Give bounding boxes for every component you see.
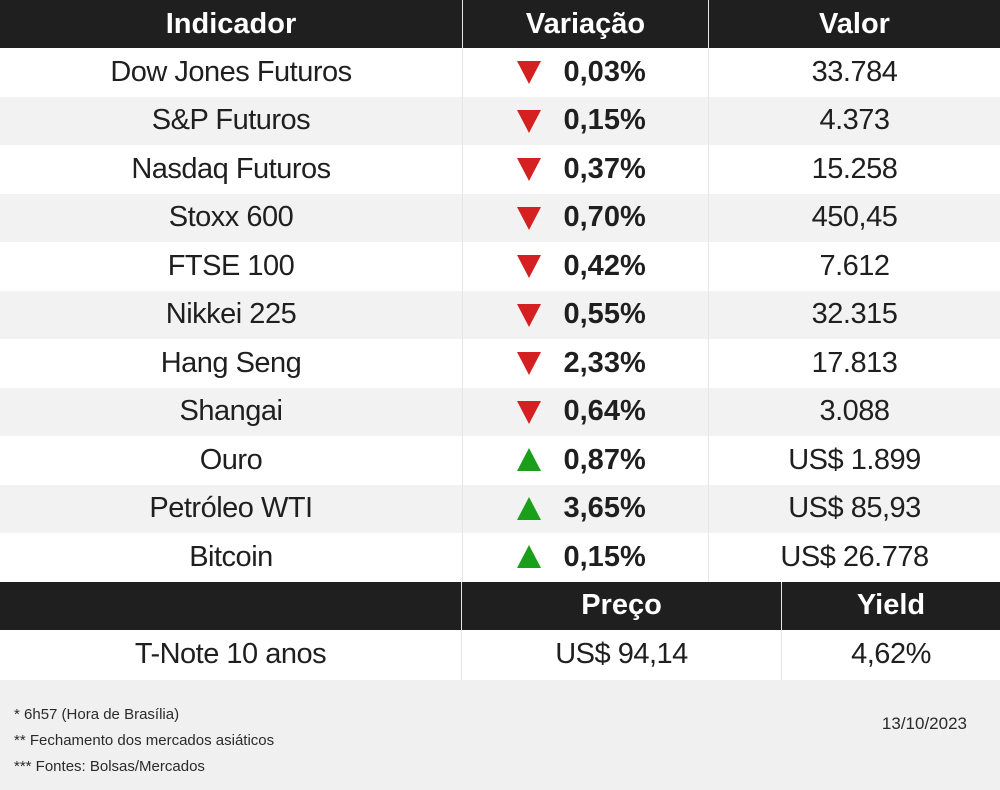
table-row: Ouro 0,87% US$ 1.899 xyxy=(0,436,1000,485)
treasury-price: US$ 94,14 xyxy=(461,629,781,680)
table-header: Indicador Variação Valor xyxy=(0,0,1000,48)
triangle-down-icon xyxy=(516,303,541,327)
variation-wrap: 0,37% xyxy=(516,153,656,186)
table-row: Hang Seng 2,33% 17.813 xyxy=(0,339,1000,388)
table-row: Nasdaq Futuros 0,37% 15.258 xyxy=(0,145,1000,194)
variation-wrap: 0,70% xyxy=(516,201,656,234)
indicator-variation: 0,03% xyxy=(462,48,708,97)
variation-percent: 0,70% xyxy=(563,201,646,234)
variation-percent: 0,03% xyxy=(563,55,646,88)
triangle-down-icon xyxy=(516,158,541,182)
indicator-variation: 3,65% xyxy=(462,484,708,533)
indicator-variation: 2,33% xyxy=(462,339,708,388)
date: 13/10/2023 xyxy=(881,714,967,733)
triangle-up-icon xyxy=(516,545,541,569)
indicator-value: US$ 26.778 xyxy=(708,533,1000,582)
variation-percent: 0,55% xyxy=(563,298,646,331)
indicator-name: Stoxx 600 xyxy=(168,201,294,234)
indicator-value: 3.088 xyxy=(708,387,1000,436)
triangle-down-icon xyxy=(516,400,541,424)
indicator-rows: Dow Jones Futuros 0,03% 33.784 S&P Futuros 0… xyxy=(0,48,1000,582)
indicator-value: 33.784 xyxy=(708,48,1000,97)
header-variation: Variação xyxy=(462,0,708,48)
triangle-down-icon xyxy=(516,352,541,376)
table-row: FTSE 100 0,42% 7.612 xyxy=(0,242,1000,291)
indicator-value: US$ 1.899 xyxy=(708,436,1000,485)
treasury-header-blank xyxy=(0,582,461,630)
variation-percent: 0,15% xyxy=(563,540,646,573)
variation-percent: 0,42% xyxy=(563,249,646,282)
table-row: Stoxx 600 0,70% 450,45 xyxy=(0,193,1000,242)
header-value: Valor xyxy=(708,0,1000,48)
variation-wrap: 0,15% xyxy=(516,541,656,574)
indicator-value: 32.315 xyxy=(708,290,1000,339)
indicator-variation: 0,37% xyxy=(462,145,708,194)
variation-wrap: 0,15% xyxy=(516,104,656,137)
table-row: Dow Jones Futuros 0,03% 33.784 xyxy=(0,48,1000,97)
indicator-value: 4.373 xyxy=(708,96,1000,145)
footnote: *** Fontes: Bolsas/Mercados xyxy=(14,758,205,775)
indicator-value: 7.612 xyxy=(708,242,1000,291)
header-yield: Yield xyxy=(781,581,1000,630)
indicator-variation: 0,64% xyxy=(462,387,708,436)
indicator-name: FTSE 100 xyxy=(167,249,295,282)
triangle-down-icon xyxy=(516,61,541,85)
indicator-value: 15.258 xyxy=(708,145,1000,194)
indicator-value: 450,45 xyxy=(708,193,1000,242)
triangle-down-icon xyxy=(516,109,541,133)
variation-wrap: 0,87% xyxy=(516,444,656,477)
treasury-name: T-Note 10 anos xyxy=(134,638,327,670)
table-row: Petróleo WTI 3,65% US$ 85,93 xyxy=(0,484,1000,533)
variation-wrap: 2,33% xyxy=(516,347,656,380)
footer: * 6h57 (Hora de Brasília) ** Fechamento … xyxy=(0,680,1000,790)
indicator-variation: 0,42% xyxy=(462,242,708,291)
indicator-name: Petróleo WTI xyxy=(149,492,313,525)
variation-wrap: 0,55% xyxy=(516,298,656,331)
indicator-variation: 0,15% xyxy=(462,96,708,145)
indicator-variation: 0,87% xyxy=(462,436,708,485)
indicator-name: Ouro xyxy=(199,443,263,476)
triangle-down-icon xyxy=(516,255,541,279)
variation-percent: 3,65% xyxy=(563,492,646,525)
triangle-down-icon xyxy=(516,206,541,230)
footnotes: * 6h57 (Hora de Brasília) ** Fechamento … xyxy=(14,702,274,780)
indicator-name: S&P Futuros xyxy=(151,104,311,137)
table-row: Bitcoin 0,15% US$ 26.778 xyxy=(0,533,1000,582)
treasury-yield: 4,62% xyxy=(781,629,1000,680)
table-row: S&P Futuros 0,15% 4.373 xyxy=(0,96,1000,145)
table-row: Shangai 0,64% 3.088 xyxy=(0,387,1000,436)
variation-percent: 0,15% xyxy=(563,104,646,137)
indicator-name: Shangai xyxy=(179,395,283,428)
header-price: Preço xyxy=(461,581,781,630)
indicator-name: Nikkei 225 xyxy=(165,298,297,331)
header-indicator: Indicador xyxy=(165,7,297,40)
indicator-name: Bitcoin xyxy=(189,540,273,573)
indicator-variation: 0,55% xyxy=(462,290,708,339)
variation-percent: 2,33% xyxy=(563,346,646,379)
triangle-up-icon xyxy=(516,496,541,520)
table-row: Nikkei 225 0,55% 32.315 xyxy=(0,290,1000,339)
variation-percent: 0,87% xyxy=(563,443,646,476)
treasury-header: Preço Yield xyxy=(0,581,1000,630)
treasury-row: T-Note 10 anos US$ 94,14 4,62% xyxy=(0,629,1000,680)
footnote: * 6h57 (Hora de Brasília) xyxy=(14,706,180,723)
footnote: ** Fechamento dos mercados asiáticos xyxy=(14,732,275,749)
indicator-value: US$ 85,93 xyxy=(708,484,1000,533)
variation-wrap: 3,65% xyxy=(516,492,656,525)
variation-wrap: 0,42% xyxy=(516,250,656,283)
variation-percent: 0,64% xyxy=(563,395,646,428)
indicator-variation: 0,15% xyxy=(462,533,708,582)
market-indicators-table: Indicador Variação Valor Dow Jones Futur… xyxy=(0,0,1000,680)
variation-wrap: 0,03% xyxy=(516,56,656,89)
variation-wrap: 0,64% xyxy=(516,395,656,428)
indicator-name: Dow Jones Futuros xyxy=(110,55,352,88)
indicator-variation: 0,70% xyxy=(462,193,708,242)
variation-percent: 0,37% xyxy=(563,152,646,185)
indicator-name: Hang Seng xyxy=(160,346,302,379)
triangle-up-icon xyxy=(516,448,541,472)
indicator-value: 17.813 xyxy=(708,339,1000,388)
indicator-name: Nasdaq Futuros xyxy=(131,152,331,185)
